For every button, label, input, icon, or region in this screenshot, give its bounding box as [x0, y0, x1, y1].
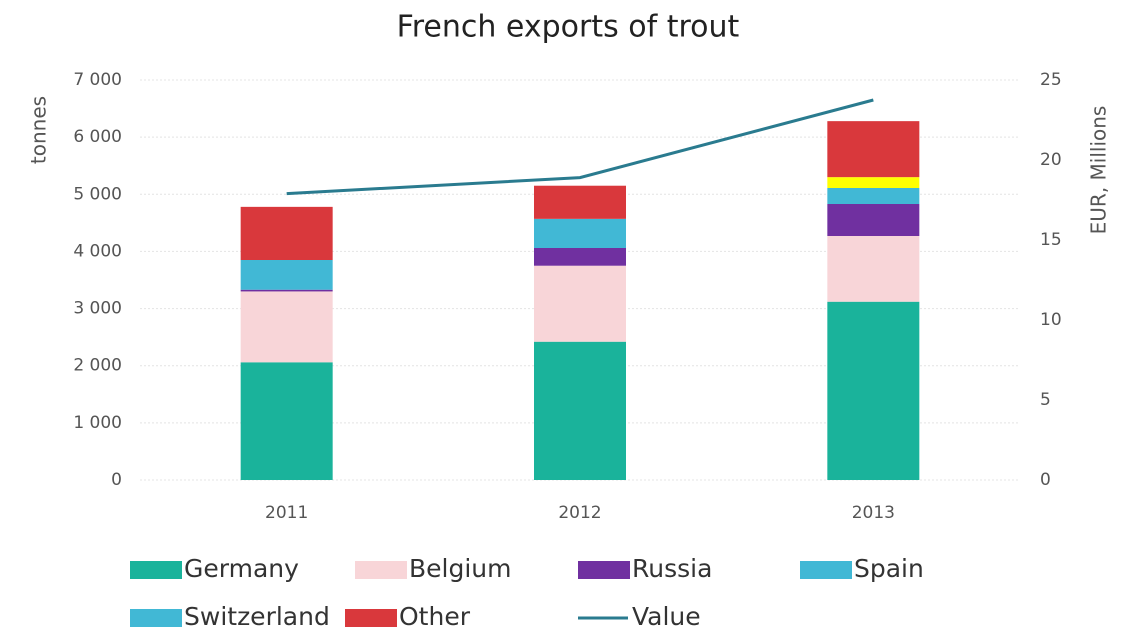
x-tick-label: 2011 — [265, 503, 308, 523]
y-tick-label: 5 000 — [73, 184, 122, 204]
chart-title: French exports of trout — [397, 10, 740, 45]
legend-swatch — [578, 561, 630, 579]
bar-segment — [534, 248, 626, 266]
y2-tick-label: 5 — [1040, 390, 1051, 410]
x-tick-label: 2012 — [558, 503, 601, 523]
legend-label: Value — [632, 602, 701, 631]
bar-segment — [827, 236, 920, 302]
bar-segment — [827, 301, 920, 480]
bar-segment — [534, 218, 626, 248]
legend-label: Spain — [854, 554, 924, 583]
legend-swatch — [130, 609, 182, 627]
bar-segment — [534, 185, 626, 219]
y-tick-label: 0 — [111, 470, 122, 490]
bar-segment — [240, 291, 333, 363]
y2-tick-label: 10 — [1040, 310, 1062, 330]
x-tick-label: 2013 — [852, 503, 895, 523]
y-tick-label: 2 000 — [73, 356, 122, 376]
legend-swatch — [355, 561, 407, 579]
y-tick-label: 6 000 — [73, 127, 122, 147]
bar-segment — [240, 362, 333, 480]
legend-label: Switzerland — [184, 602, 330, 631]
y2-axis-label: EUR, Millions — [1087, 106, 1111, 235]
bar-segment — [534, 265, 626, 342]
bar-segment — [827, 204, 920, 236]
y2-tick-label: 20 — [1040, 150, 1062, 170]
legend-swatch — [130, 561, 182, 579]
y2-tick-label: 25 — [1040, 70, 1062, 90]
y2-tick-label: 15 — [1040, 230, 1062, 250]
bar-segment — [240, 260, 333, 290]
legend-label: Russia — [632, 554, 712, 583]
y2-tick-label: 0 — [1040, 470, 1051, 490]
bar-segment — [240, 289, 333, 292]
legend-swatch — [345, 609, 397, 627]
legend-label: Other — [399, 602, 471, 631]
y-axis-label: tonnes — [27, 96, 51, 164]
y-tick-label: 3 000 — [73, 299, 122, 319]
legend-swatch — [800, 561, 852, 579]
bar-segment — [827, 188, 920, 204]
bar-segment — [827, 121, 920, 178]
bar-segment — [534, 341, 626, 480]
y-tick-label: 1 000 — [73, 413, 122, 433]
bar-segment — [827, 177, 920, 188]
value-line — [286, 98, 874, 196]
bar-segment — [240, 206, 333, 260]
legend-label: Belgium — [409, 554, 512, 583]
legend-label: Germany — [184, 554, 299, 583]
y-tick-label: 7 000 — [73, 70, 122, 90]
y-tick-label: 4 000 — [73, 241, 122, 261]
